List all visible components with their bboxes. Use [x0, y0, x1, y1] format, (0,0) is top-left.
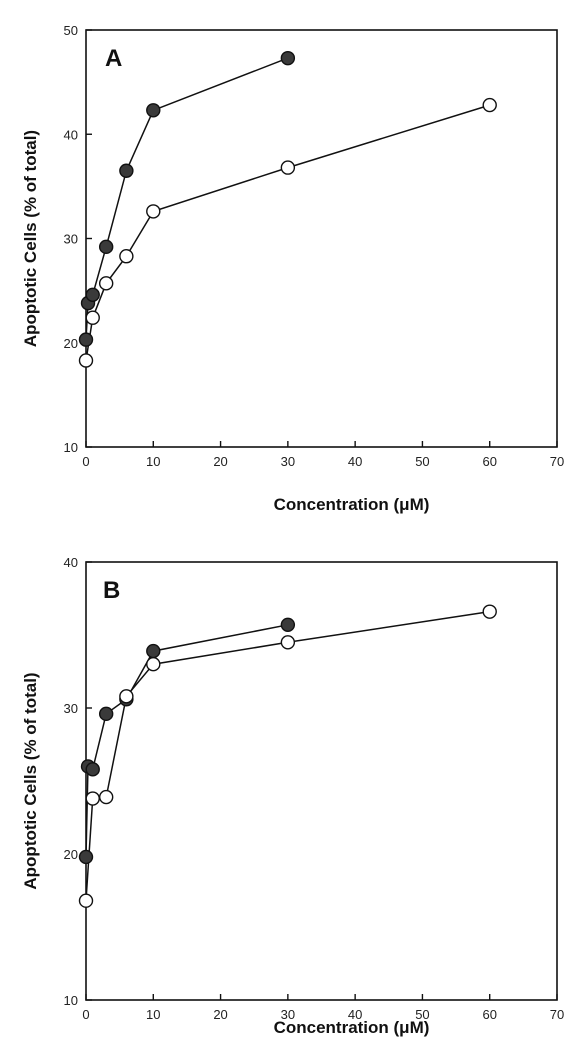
filled-data-point [85, 762, 100, 777]
x-tick-label: 30 [281, 1007, 295, 1022]
open-data-point [482, 604, 497, 619]
y-tick-label: 40 [64, 127, 78, 142]
open-data-point [85, 310, 100, 325]
y-tick-label: 20 [64, 336, 78, 351]
open-data-point [78, 893, 94, 908]
y-axis-label: Apoptotic Cells (% of total) [21, 672, 40, 889]
y-tick-label: 30 [64, 701, 78, 716]
series-line-filled [85, 624, 289, 857]
y-tick-label: 50 [64, 23, 78, 38]
open-data-point [146, 657, 161, 672]
plot-frame [85, 29, 558, 448]
x-axis-label: Concentration (μM) [274, 495, 430, 514]
filled-data-point [78, 332, 94, 347]
plot-frame [85, 561, 558, 1001]
open-data-point [78, 353, 94, 368]
filled-data-point [98, 239, 114, 255]
series-line-open [85, 610, 490, 901]
open-data-point [85, 791, 100, 806]
filled-data-point [119, 163, 134, 178]
open-data-point [280, 635, 296, 650]
y-tick-label: 40 [64, 555, 78, 570]
x-axis-label: Concentration (μM) [274, 1018, 430, 1037]
x-tick-label: 0 [82, 454, 89, 469]
open-data-point [280, 160, 296, 175]
filled-data-point [98, 706, 114, 722]
filled-data-point [85, 287, 100, 302]
series-line-filled [85, 57, 289, 340]
x-tick-label: 70 [550, 1007, 564, 1022]
x-tick-label: 40 [348, 1007, 362, 1022]
filled-data-point [280, 617, 296, 632]
x-tick-label: 10 [146, 454, 160, 469]
open-data-point [482, 97, 497, 113]
open-data-point [98, 276, 114, 291]
open-data-point [98, 789, 114, 805]
filled-data-point [146, 643, 161, 659]
x-tick-label: 40 [348, 454, 362, 469]
y-axis-label: Apoptotic Cells (% of total) [21, 130, 40, 347]
x-tick-label: 30 [281, 454, 295, 469]
x-tick-label: 10 [146, 1007, 160, 1022]
chart-panel-a: 0 10 20 30 40 50 60 70 10 20 30 40 50 Concentration (… [21, 23, 564, 514]
x-tick-label: 20 [213, 1007, 227, 1022]
y-tick-label: 10 [64, 440, 78, 455]
x-tick-label: 60 [482, 1007, 496, 1022]
x-tick-label: 20 [213, 454, 227, 469]
x-tick-label: 0 [82, 1007, 89, 1022]
series-line-open [85, 104, 490, 361]
open-data-point [146, 204, 161, 219]
filled-data-point [146, 103, 161, 118]
y-tick-label: 10 [64, 993, 78, 1008]
open-data-point [119, 249, 134, 264]
panel-label: A [105, 45, 122, 72]
filled-data-point [280, 50, 296, 66]
panel-label: B [103, 577, 120, 604]
x-tick-label: 50 [415, 454, 429, 469]
open-data-point [119, 689, 134, 704]
y-tick-label: 20 [64, 847, 78, 862]
x-tick-label: 70 [550, 454, 564, 469]
filled-data-point [78, 849, 94, 865]
y-tick-label: 30 [64, 232, 78, 247]
x-tick-label: 50 [415, 1007, 429, 1022]
x-tick-label: 60 [482, 454, 496, 469]
